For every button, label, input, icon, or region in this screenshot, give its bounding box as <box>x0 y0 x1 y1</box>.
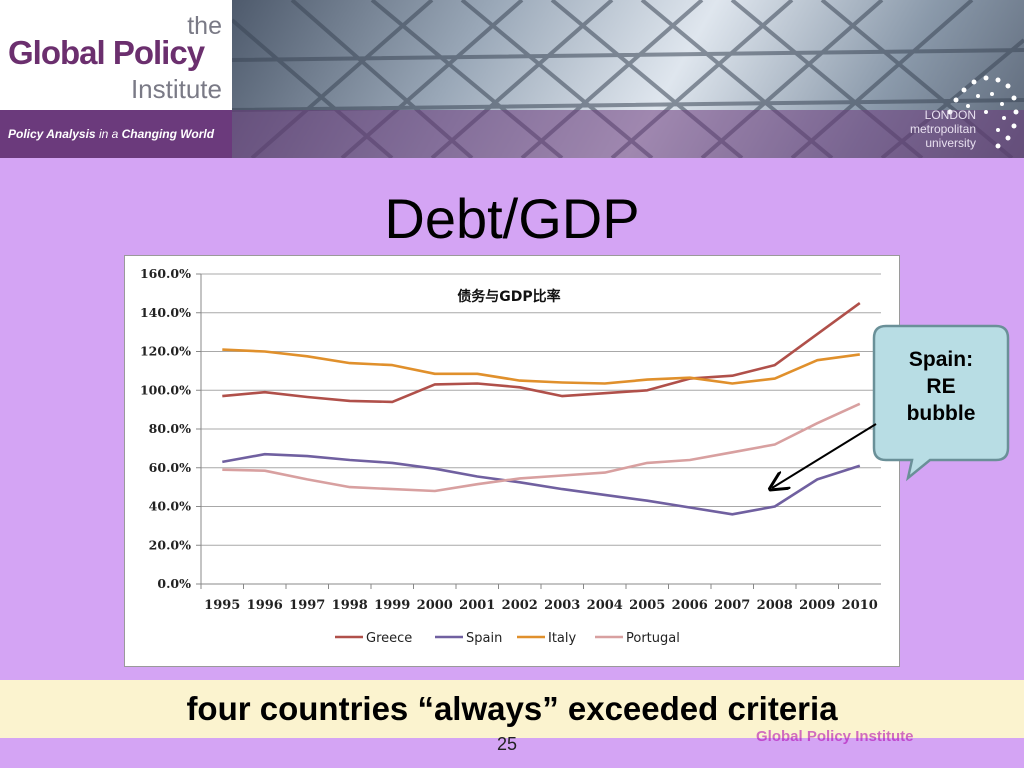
page-number: 25 <box>497 734 518 754</box>
bottom-caption: four countries “always” exceeded criteri… <box>186 690 838 727</box>
y-tick-label: 40.0% <box>149 499 191 514</box>
legend-label-greece: Greece <box>366 631 412 646</box>
callout-bubble-shape <box>872 324 1010 482</box>
x-tick-label: 2004 <box>587 598 623 613</box>
x-tick-label: 2006 <box>672 598 708 613</box>
x-tick-label: 1996 <box>247 598 283 613</box>
callout-line-1: Spain: <box>908 348 974 371</box>
chart-svg: 0.0% 20.0% 40.0% 60.0% 80.0% 100.0% 120.0% 140.… <box>140 266 881 646</box>
x-tick-label: 2002 <box>502 598 538 613</box>
series-line-spain <box>222 452 861 516</box>
x-tick-label: 2008 <box>757 598 793 613</box>
series-line-italy <box>222 348 860 385</box>
y-tick-label: 120.0% <box>140 344 191 359</box>
x-tick-label: 1997 <box>289 598 325 613</box>
x-tick-label: 2009 <box>799 598 835 613</box>
x-tick-label: 1995 <box>204 598 240 613</box>
callout-line-3: bubble <box>906 402 976 425</box>
footer-brand: Global Policy Institute <box>756 728 914 745</box>
legend-label-italy: Italy <box>548 631 577 646</box>
logo-institute-text: Institute <box>130 74 222 104</box>
y-tick-label: 160.0% <box>140 266 191 281</box>
x-tick-label: 2003 <box>544 598 580 613</box>
callout-line-2: RE <box>926 375 956 398</box>
debt-gdp-chart: 0.0% 20.0% 40.0% 60.0% 80.0% 100.0% 120.0% 140.… <box>124 255 900 667</box>
slide-title: Debt/GDP <box>384 187 640 250</box>
y-tick-label: 140.0% <box>140 305 191 320</box>
tagline-part3: Changing World <box>121 127 215 141</box>
x-tick-label: 2000 <box>417 598 453 613</box>
x-tick-label: 2007 <box>714 598 750 613</box>
y-tick-label: 0.0% <box>157 576 191 591</box>
university-line-1: LONDON <box>924 108 976 122</box>
logo-main-text: Global Policy <box>8 34 205 71</box>
university-dots-logo <box>947 75 1019 149</box>
x-tick-label: 1998 <box>332 598 368 613</box>
logo-the-text: the <box>187 12 222 40</box>
x-tick-label: 2010 <box>842 598 878 613</box>
header-banner: the Global Policy Institute Policy Analy… <box>0 0 1024 158</box>
institute-logo: the Global Policy Institute <box>0 0 232 110</box>
university-line-3: university <box>925 136 976 150</box>
building-photo: LONDON metropolitan university <box>232 0 1024 158</box>
university-line-2: metropolitan <box>909 122 976 136</box>
series-line-greece <box>222 302 861 404</box>
banner-tint <box>232 110 1024 158</box>
tagline-part2: in a <box>95 127 122 141</box>
legend-label-spain: Spain <box>466 631 502 646</box>
tagline: Policy Analysis in a Changing World <box>8 127 214 141</box>
x-tick-label: 2005 <box>629 598 665 613</box>
glass-grid-pattern <box>232 0 1024 158</box>
y-tick-label: 20.0% <box>149 537 191 552</box>
y-tick-label: 100.0% <box>140 382 191 397</box>
y-tick-label: 80.0% <box>149 421 191 436</box>
callout-text: Spain: RE bubble <box>872 346 1010 427</box>
chart-title: 债务与GDP比率 <box>457 288 560 305</box>
bottom-banner <box>0 680 1024 738</box>
spain-callout: Spain: RE bubble <box>872 324 1010 482</box>
y-tick-label: 60.0% <box>149 460 191 475</box>
tagline-part1: Policy Analysis <box>8 127 96 141</box>
series-line-portugal <box>222 402 861 493</box>
university-name: LONDON metropolitan university <box>910 108 976 150</box>
x-tick-label: 1999 <box>374 598 410 613</box>
x-tick-label: 2001 <box>459 598 495 613</box>
tagline-bar: Policy Analysis in a Changing World <box>0 110 232 158</box>
legend-label-portugal: Portugal <box>626 631 680 646</box>
